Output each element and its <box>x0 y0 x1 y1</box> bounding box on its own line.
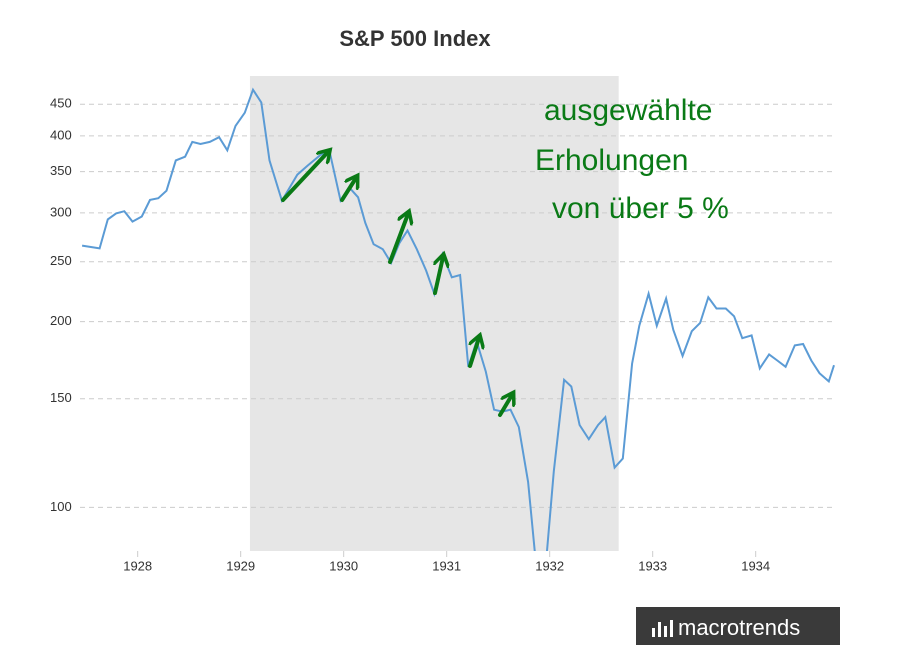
logo-icon <box>652 620 673 637</box>
watermark: macrotrends <box>678 615 800 640</box>
y-tick-label: 100 <box>50 499 72 514</box>
x-tick-label: 1929 <box>226 558 255 573</box>
arrow <box>281 152 328 202</box>
arrow <box>340 178 356 202</box>
arrow <box>388 214 408 264</box>
x-tick-label: 1932 <box>535 558 564 573</box>
arrow <box>468 338 479 368</box>
y-tick-label: 150 <box>50 390 72 405</box>
y-tick-label: 450 <box>50 96 72 111</box>
y-tick-label: 400 <box>50 127 72 142</box>
y-tick-label: 250 <box>50 253 72 268</box>
y-tick-label: 200 <box>50 313 72 328</box>
recovery-arrows <box>281 152 512 417</box>
y-tick-label: 350 <box>50 163 72 178</box>
x-tick-label: 1931 <box>432 558 461 573</box>
annotation: Erholungen <box>535 144 688 177</box>
annotation: von über 5 % <box>552 192 729 225</box>
x-tick-label: 1930 <box>329 558 358 573</box>
x-tick-label: 1934 <box>741 558 770 573</box>
y-tick-label: 300 <box>50 204 72 219</box>
x-tick-label: 1933 <box>638 558 667 573</box>
arrow <box>498 395 512 417</box>
chart-title: S&P 500 Index <box>339 26 491 51</box>
annotation: ausgewählte <box>544 94 712 127</box>
shaded-period <box>249 76 619 551</box>
arrow <box>433 257 443 295</box>
x-tick-label: 1928 <box>123 558 152 573</box>
